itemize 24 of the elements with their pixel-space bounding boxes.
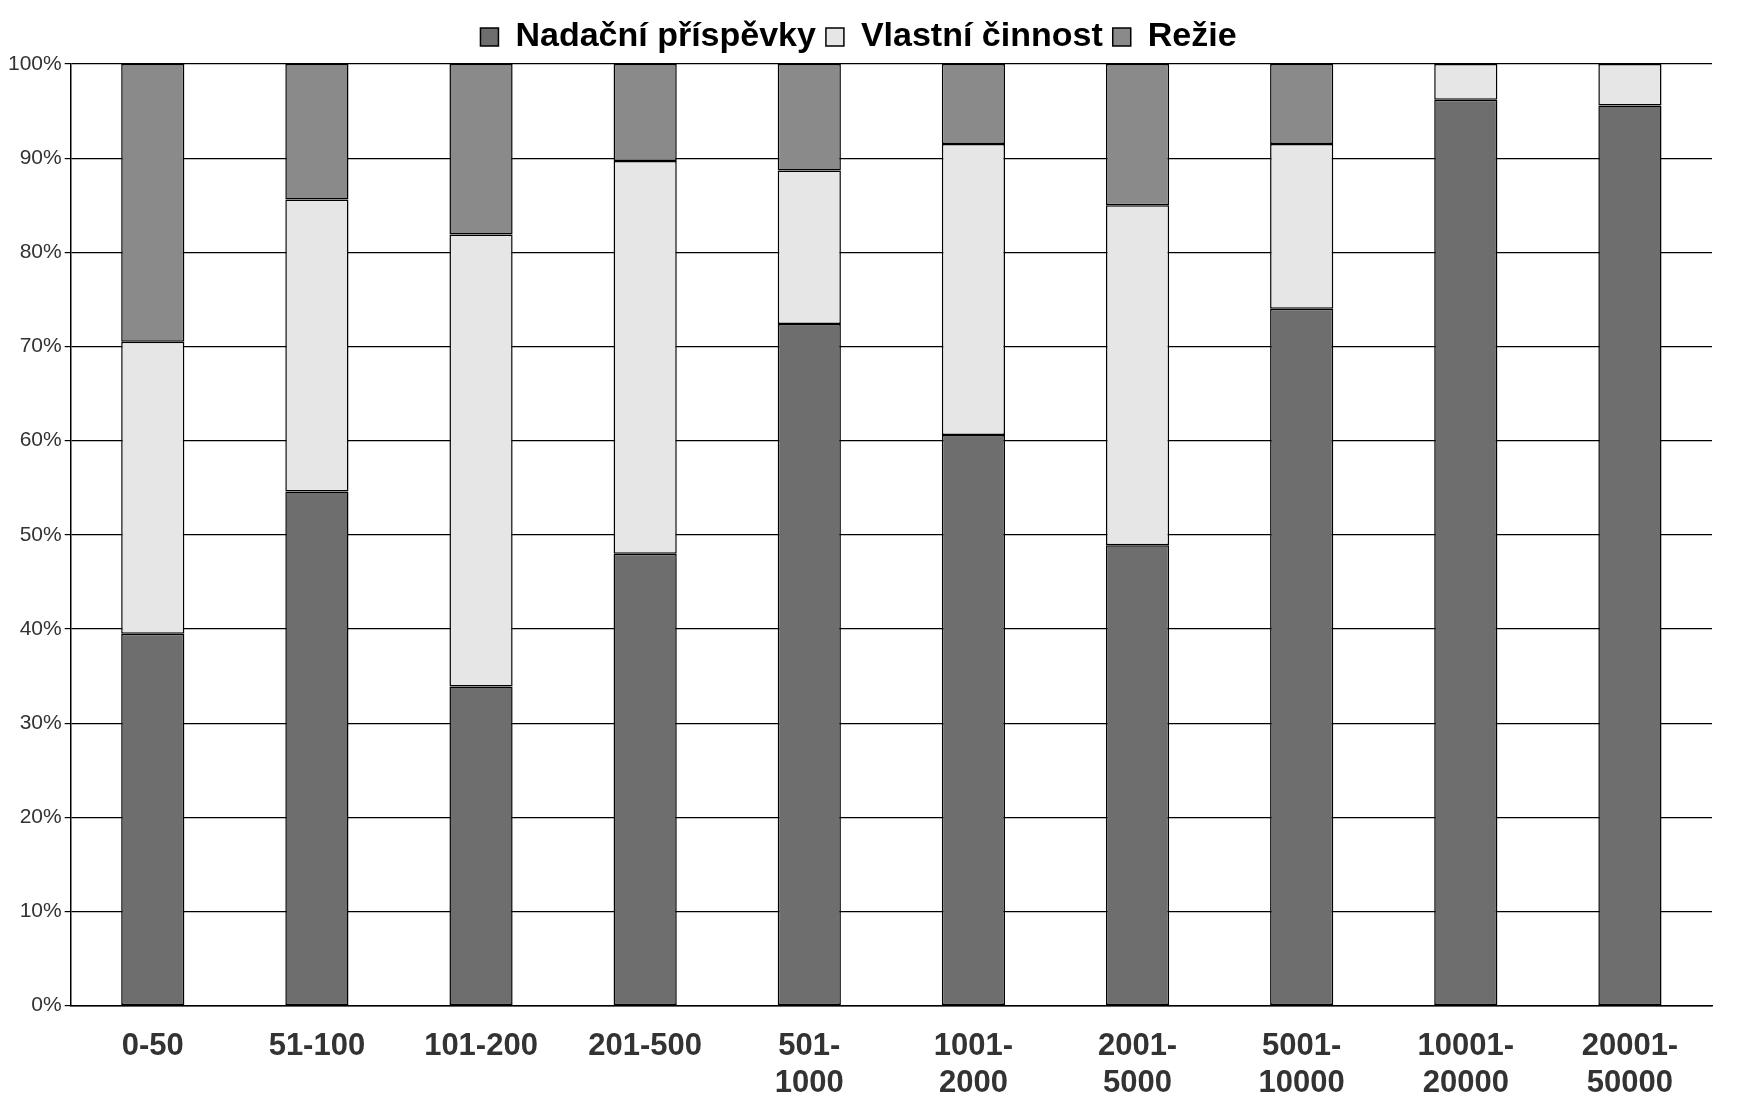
y-tick-label: 20%	[19, 804, 62, 828]
x-tick-label: 2001-5000	[1097, 1026, 1178, 1099]
x-tick-label: 5001-10000	[1258, 1026, 1345, 1099]
legend-label: Režie	[1147, 15, 1237, 54]
legend-label: Nadační příspěvky	[515, 15, 817, 54]
y-tick-label: 50%	[19, 521, 62, 545]
y-tick-label: 60%	[19, 427, 62, 451]
y-tick-label: 100%	[7, 50, 62, 74]
y-tick-label: 70%	[19, 333, 62, 357]
legend-label: Vlastní činnost	[860, 15, 1103, 54]
x-tick-label: 0-50	[121, 1026, 184, 1062]
y-tick-label: 90%	[19, 144, 62, 168]
x-tick-label: 20001-50000	[1581, 1026, 1679, 1099]
y-tick-label: 30%	[19, 709, 62, 733]
y-tick-label: 80%	[19, 239, 62, 263]
y-tick-label: 40%	[19, 615, 62, 639]
x-tick-label: 10001-20000	[1417, 1026, 1515, 1099]
x-tick-label: 51-100	[268, 1026, 366, 1062]
x-tick-label: 1001-2000	[933, 1026, 1014, 1099]
y-tick-label: 0%	[31, 992, 62, 1016]
x-tick-label: 501-1000	[774, 1026, 844, 1099]
x-tick-label: 201-500	[588, 1026, 703, 1062]
y-tick-label: 10%	[19, 898, 62, 922]
x-tick-label: 101-200	[424, 1026, 538, 1062]
